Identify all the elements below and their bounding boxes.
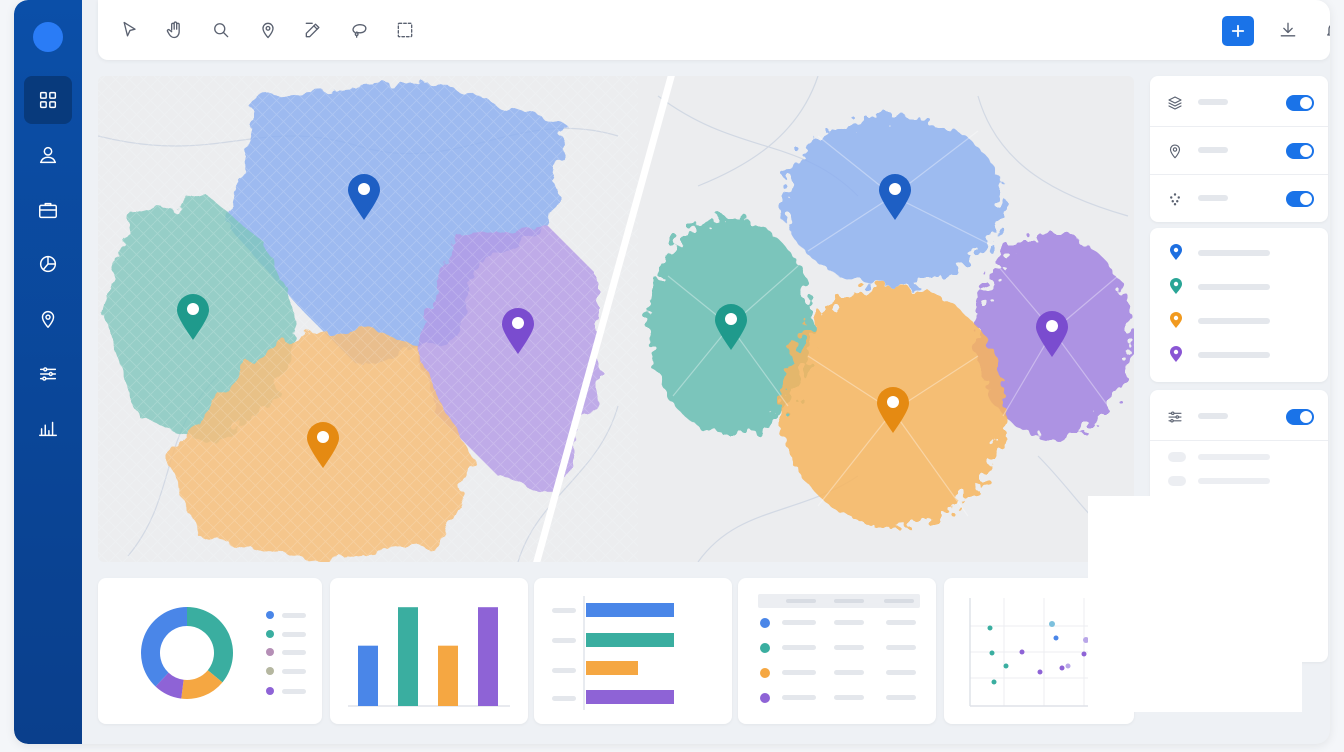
- map-pin-icon: [41, 311, 55, 328]
- teal-pin-icon: [1170, 278, 1182, 294]
- legend-dot-olive: [266, 667, 274, 675]
- search-icon: [214, 23, 229, 38]
- layer-toggle-pins[interactable]: [1286, 143, 1314, 159]
- briefcase-icon: [39, 202, 57, 219]
- map-pin-orange-left[interactable]: [307, 422, 339, 468]
- horizontal-bar: [586, 633, 674, 647]
- map-pin-blue-left[interactable]: [348, 174, 380, 220]
- data-table: [758, 594, 920, 703]
- layer-row-base: [1150, 78, 1328, 126]
- lasso-tool[interactable]: [346, 16, 374, 44]
- bar-chart-card: [330, 578, 528, 724]
- horizontal-bar-chart: [552, 596, 674, 710]
- sidebar-item-users[interactable]: [24, 131, 72, 179]
- table-row[interactable]: [760, 668, 916, 678]
- legend-dot-mauve: [266, 648, 274, 656]
- table-card: [738, 578, 936, 724]
- layer-row-clusters: [1150, 174, 1328, 222]
- pointer-tool[interactable]: [116, 16, 144, 44]
- donut-chart-card: [98, 578, 322, 724]
- layers-panel: [1150, 76, 1328, 222]
- donut-slice: [141, 607, 187, 687]
- horizontal-bar: [586, 690, 674, 704]
- cluster-icon: [1170, 193, 1180, 206]
- legend-dot-purple: [266, 687, 274, 695]
- pointer-icon: [123, 21, 136, 37]
- download-icon: [1280, 22, 1296, 37]
- map-canvas[interactable]: [98, 76, 1134, 562]
- map-pin-teal-left[interactable]: [177, 294, 209, 340]
- scatter-points: [987, 621, 1089, 685]
- map-pin-icon: [262, 22, 274, 39]
- donut-chart: [141, 607, 306, 699]
- purple-pin-icon: [1170, 346, 1182, 362]
- table-row[interactable]: [760, 643, 916, 653]
- map-pin-purple-left[interactable]: [502, 308, 534, 354]
- pie-chart-icon: [39, 255, 57, 273]
- marquee-select-tool[interactable]: [391, 16, 419, 44]
- donut-slice: [181, 670, 223, 699]
- legend-panel: [1150, 228, 1328, 382]
- bar-chart: [348, 607, 510, 707]
- legend-dot-blue: [266, 611, 274, 619]
- bar: [358, 645, 378, 706]
- sliders-icon: [1168, 411, 1182, 423]
- table-row[interactable]: [760, 693, 916, 703]
- marquee-select-icon: [397, 22, 413, 38]
- horizontal-bar: [586, 603, 674, 617]
- grid-icon: [39, 91, 57, 109]
- search-tool[interactable]: [207, 16, 235, 44]
- table-row[interactable]: [760, 618, 916, 628]
- filter-toggle[interactable]: [1286, 409, 1314, 425]
- sidebar-item-locations[interactable]: [24, 295, 72, 343]
- user-icon: [39, 146, 57, 164]
- pan-tool[interactable]: [161, 16, 189, 44]
- lasso-icon: [352, 24, 367, 38]
- app-window: [14, 0, 1330, 744]
- donut-slice: [187, 607, 233, 683]
- layer-toggle-base[interactable]: [1286, 95, 1314, 111]
- layer-row-pins: [1150, 126, 1328, 174]
- legend-dot-teal: [266, 630, 274, 638]
- map-pin-orange-right[interactable]: [877, 387, 909, 433]
- layers-icon: [1168, 96, 1182, 110]
- edit-icon: [305, 22, 320, 38]
- toolbar: [98, 0, 1330, 60]
- hand-icon: [166, 21, 180, 39]
- plus-icon: [1231, 24, 1245, 38]
- bar-chart-icon: [39, 421, 57, 437]
- notifications-button[interactable]: [1320, 16, 1330, 44]
- orange-pin-icon: [1170, 312, 1182, 328]
- edit-tool[interactable]: [299, 16, 327, 44]
- map-pin-icon: [1169, 144, 1181, 159]
- sidebar-item-reports[interactable]: [24, 404, 72, 452]
- map-pin-blue-right[interactable]: [879, 174, 911, 220]
- add-button[interactable]: [1222, 16, 1254, 46]
- sidebar-item-analytics[interactable]: [24, 240, 72, 288]
- hbar-chart-card: [534, 578, 732, 724]
- map-pin-purple-right[interactable]: [1036, 311, 1068, 357]
- filter-row: [1150, 392, 1328, 440]
- overlay-blank: [1088, 496, 1302, 712]
- blue-pin-icon: [1170, 244, 1182, 260]
- bell-icon: [1327, 25, 1330, 36]
- donut-slice: [155, 672, 184, 699]
- horizontal-bar: [586, 661, 638, 675]
- bar: [398, 607, 418, 706]
- map-pin-teal-right[interactable]: [715, 304, 747, 350]
- pin-tool[interactable]: [254, 16, 282, 44]
- logo: [33, 22, 63, 52]
- sidebar-item-dashboard[interactable]: [24, 76, 72, 124]
- sidebar-item-filters[interactable]: [24, 350, 72, 398]
- sliders-icon: [39, 367, 57, 381]
- bar: [478, 607, 498, 706]
- download-button[interactable]: [1274, 16, 1302, 44]
- bar: [438, 645, 458, 706]
- sidebar: [14, 0, 82, 744]
- sidebar-item-portfolio[interactable]: [24, 186, 72, 234]
- layer-toggle-clusters[interactable]: [1286, 191, 1314, 207]
